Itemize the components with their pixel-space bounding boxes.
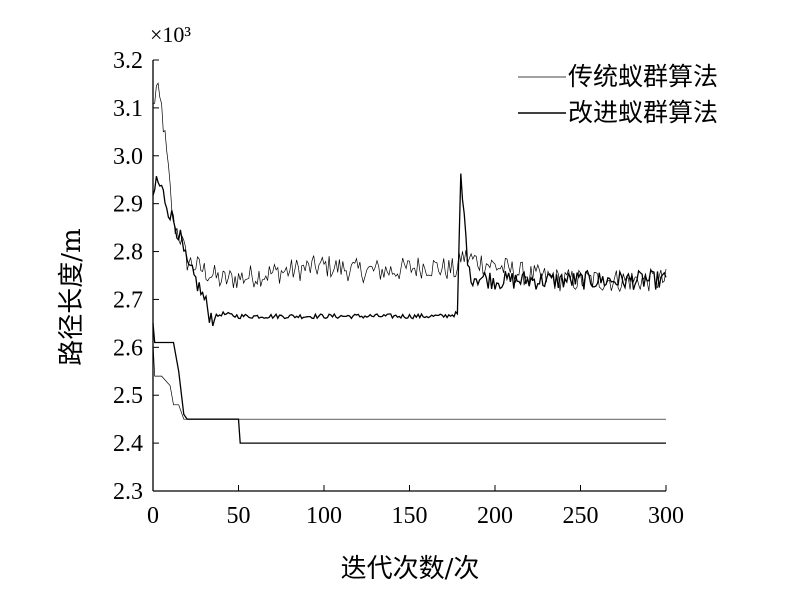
series-average-line [152, 173, 667, 327]
x-tick-label: 0 [147, 503, 159, 529]
y-tick-label: 2.7 [113, 287, 143, 313]
y-tick-label: 3.0 [113, 144, 143, 170]
x-tick-label: 300 [648, 503, 684, 529]
x-tick-label: 100 [306, 503, 342, 529]
series-improved [152, 173, 667, 444]
y-axis-multiplier: ×10³ [150, 22, 191, 47]
x-axis-ticks: 0 50 100 150 200 250 300 [147, 485, 684, 529]
x-tick-label: 50 [227, 503, 251, 529]
y-tick-label: 3.2 [113, 48, 143, 74]
y-axis-ticks: 2.3 2.4 2.5 2.6 2.7 2.8 2.9 3.0 3.1 3.2 [113, 48, 159, 505]
series-best-line [152, 342, 666, 420]
x-tick-label: 150 [392, 503, 428, 529]
y-tick-label: 2.4 [113, 431, 143, 457]
x-tick-label: 250 [563, 503, 599, 529]
plot-area [152, 82, 667, 444]
y-tick-label: 2.6 [113, 335, 143, 361]
legend: 传统蚁群算法 改进蚁群算法 [518, 62, 718, 127]
y-tick-label: 2.8 [113, 240, 143, 266]
x-axis-label: 迭代次数/次 [341, 554, 480, 584]
legend-label-improved: 改进蚁群算法 [568, 98, 718, 127]
x-tick-label: 200 [477, 503, 513, 529]
y-tick-label: 3.1 [113, 96, 143, 122]
y-tick-label: 2.5 [113, 383, 143, 409]
y-tick-label: 2.9 [113, 192, 143, 218]
series-traditional [152, 82, 667, 420]
y-tick-label: 2.3 [113, 479, 143, 505]
series-best-line [152, 323, 666, 444]
legend-label-traditional: 传统蚁群算法 [568, 62, 718, 91]
y-axis-label: 路径长度/m [57, 228, 87, 365]
